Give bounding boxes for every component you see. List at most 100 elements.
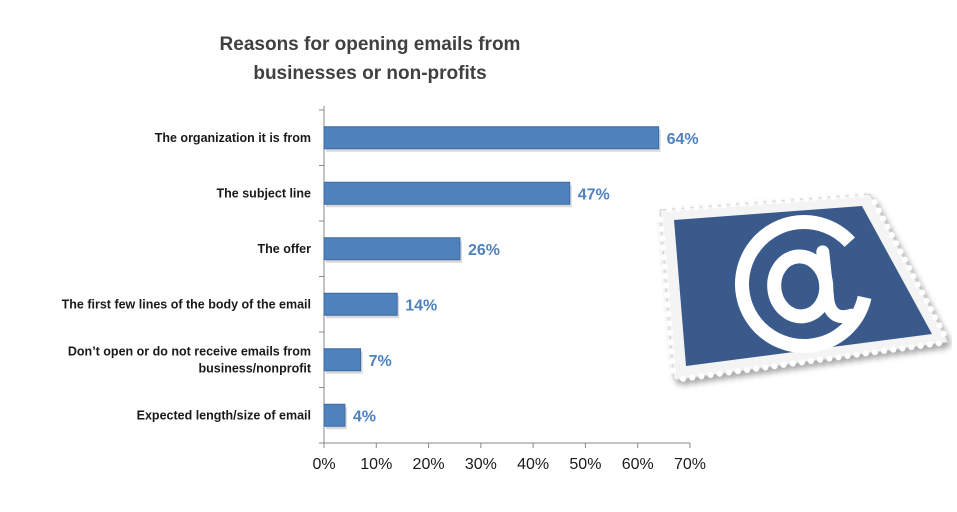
stamp-perforation — [888, 232, 895, 239]
stamp-perforation — [817, 356, 824, 363]
stamp-perforation — [766, 198, 773, 205]
stamp-group — [657, 192, 949, 382]
stamp-perforation — [666, 320, 673, 327]
stamp-perforation — [798, 359, 805, 366]
stamp-perforation — [757, 199, 764, 206]
stamp-perforation — [762, 364, 769, 371]
stamp-perforation — [910, 273, 917, 280]
stamp-perforation — [897, 248, 904, 255]
bar-value-label: 26% — [468, 242, 500, 259]
category-label: The offer — [258, 242, 312, 256]
stamp-perforation — [670, 367, 677, 374]
bar — [323, 237, 461, 261]
bar — [323, 126, 660, 150]
stamp-perforation — [702, 203, 709, 210]
stamp-perforation — [862, 350, 869, 357]
stamp-perforation — [662, 273, 669, 280]
stamp-perforation — [661, 263, 668, 270]
stamp-perforation — [730, 201, 737, 208]
stamp-perforation — [935, 340, 942, 347]
stamp-perforation — [835, 354, 842, 361]
stamp-perforation — [664, 292, 670, 298]
stamp-perforation — [927, 306, 934, 313]
bar-value-label: 47% — [578, 186, 610, 203]
bar-value-label: 14% — [405, 297, 437, 314]
stamp-perforation — [914, 281, 921, 288]
stamp-perforation — [734, 368, 741, 375]
stamp-face — [674, 206, 932, 366]
bar-value-label: 4% — [353, 408, 376, 425]
x-tick-label: 70% — [674, 456, 706, 473]
stamp-perforation — [720, 202, 727, 209]
x-tick-label: 40% — [517, 456, 549, 473]
bar — [323, 348, 362, 372]
stamp-perforation — [666, 206, 673, 213]
stamp-perforation — [812, 195, 819, 202]
stamp-perforation — [664, 301, 671, 308]
bar — [323, 292, 398, 316]
stamp-perforation — [668, 348, 675, 355]
bar-value-label: 64% — [667, 131, 699, 148]
stamp-perforation — [940, 330, 947, 337]
stamp-perforation — [803, 195, 810, 202]
stamp-perforation — [881, 347, 888, 354]
stamp-perforation — [753, 365, 760, 372]
stamp-perforation — [821, 194, 828, 201]
category-label: The subject line — [217, 186, 312, 200]
stamp-perforation — [901, 256, 908, 263]
stamp-perforation — [725, 369, 732, 376]
stamp-perforation — [659, 235, 666, 242]
stamp-perforation — [665, 310, 672, 317]
stamp-perforation — [663, 282, 670, 289]
stamp-perforation — [669, 358, 676, 365]
stamp-perforation — [936, 322, 943, 329]
stamp-perforation — [775, 197, 782, 204]
stamp-perforation — [707, 371, 714, 378]
stamp-perforation — [793, 196, 800, 203]
stamp-perforation — [693, 204, 700, 211]
stamp-perforation — [899, 345, 906, 352]
stamp-perforation — [657, 216, 664, 223]
stamp-perforation — [711, 202, 718, 209]
stamp-perforation — [826, 355, 833, 362]
stamp-perforation — [893, 240, 899, 247]
category-label: Don’t open or do not receive emails from — [68, 344, 311, 358]
stamp-perforation — [698, 373, 705, 380]
category-label: The first few lines of the body of the e… — [62, 297, 311, 311]
x-tick-label: 50% — [569, 456, 601, 473]
stamp-perforation — [848, 192, 855, 199]
stamp-perforation — [667, 339, 674, 346]
chart-title-line-2: businesses or non-profits — [253, 63, 487, 84]
stamp-perforation — [660, 244, 667, 251]
stamp-perforation — [875, 207, 882, 214]
stamp-perforation — [689, 374, 696, 381]
stamp-perforation — [857, 192, 864, 198]
bar — [323, 181, 571, 205]
stamp-perforation — [744, 366, 751, 373]
stamp-perforation — [871, 349, 878, 356]
x-tick-label: 30% — [465, 456, 497, 473]
stamp-perforation — [830, 193, 837, 200]
at-sign-stamp-icon — [657, 192, 949, 382]
stamp-perforation — [919, 289, 925, 296]
stamp-perforation — [923, 297, 930, 304]
category-label: Expected length/size of email — [137, 408, 311, 422]
stamp-perforation — [784, 197, 791, 204]
stamp-perforation — [780, 361, 787, 368]
stamp-perforation — [853, 351, 860, 358]
bar-value-label: 7% — [369, 353, 392, 370]
stamp-perforation — [932, 314, 938, 321]
stamp-perforation — [667, 329, 674, 336]
x-tick-label: 20% — [413, 456, 445, 473]
stamp-perforation — [871, 199, 878, 206]
stamp-perforation — [748, 200, 755, 207]
stamp-perforation — [684, 204, 691, 211]
stamp-perforation — [906, 265, 912, 271]
stamp-perforation — [658, 225, 665, 232]
at-sign-glyph — [735, 215, 873, 353]
bar — [323, 403, 346, 427]
stamp-perforation — [675, 205, 682, 212]
stamp-perforation — [771, 363, 778, 370]
stamp-perforation — [739, 200, 746, 207]
